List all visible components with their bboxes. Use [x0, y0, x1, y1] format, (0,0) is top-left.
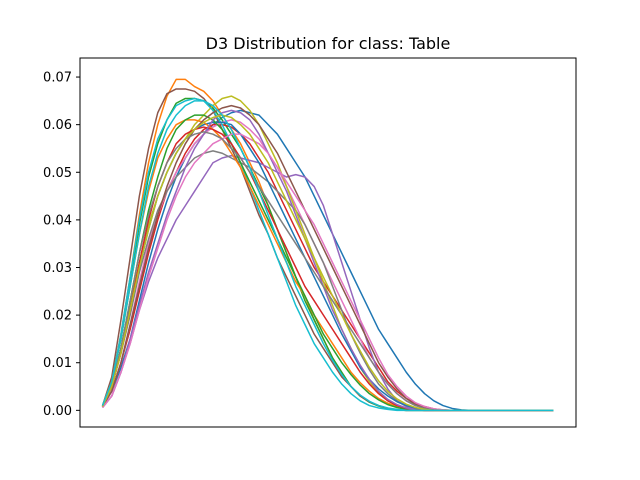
- series-lines: [101, 78, 554, 412]
- y-tick-label: 0.07: [43, 71, 72, 86]
- y-tick-label: 0.01: [43, 356, 72, 371]
- y-tick-label: 0.02: [43, 309, 72, 324]
- series-line-20: [101, 100, 554, 412]
- y-tick-label: 0.03: [43, 261, 72, 276]
- chart-title: D3 Distribution for class: Table: [206, 34, 451, 53]
- y-tick-label: 0.00: [43, 404, 72, 419]
- plot-frame: [79, 57, 577, 428]
- y-tick-label: 0.06: [43, 118, 72, 133]
- y-axis: 0.00 0.01 0.02 0.03 0.04 0.05 0.06 0.07: [43, 71, 80, 419]
- y-tick-label: 0.05: [43, 166, 72, 181]
- y-tick-label: 0.04: [43, 213, 72, 228]
